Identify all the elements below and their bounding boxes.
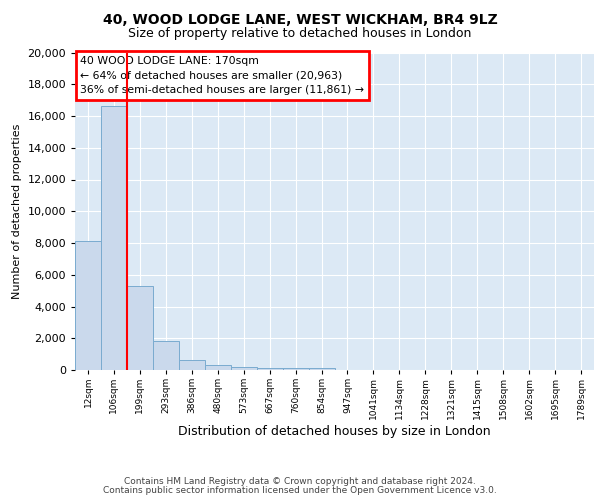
Bar: [101, 106, 127, 370]
Text: Contains HM Land Registry data © Crown copyright and database right 2024.: Contains HM Land Registry data © Crown c…: [124, 477, 476, 486]
X-axis label: Distribution of detached houses by size in London: Distribution of detached houses by size …: [178, 424, 491, 438]
Text: Contains public sector information licensed under the Open Government Licence v3: Contains public sector information licen…: [103, 486, 497, 495]
Bar: [231, 367, 257, 370]
Bar: [257, 368, 283, 370]
Bar: [75, 242, 101, 370]
Bar: [283, 368, 308, 370]
Bar: [179, 360, 205, 370]
Text: 40, WOOD LODGE LANE, WEST WICKHAM, BR4 9LZ: 40, WOOD LODGE LANE, WEST WICKHAM, BR4 9…: [103, 12, 497, 26]
Text: Size of property relative to detached houses in London: Size of property relative to detached ho…: [128, 28, 472, 40]
Bar: [153, 342, 179, 370]
Bar: [205, 365, 230, 370]
Bar: [308, 368, 335, 370]
Y-axis label: Number of detached properties: Number of detached properties: [12, 124, 22, 299]
Bar: [127, 286, 153, 370]
Text: 40 WOOD LODGE LANE: 170sqm
← 64% of detached houses are smaller (20,963)
36% of : 40 WOOD LODGE LANE: 170sqm ← 64% of deta…: [80, 56, 364, 96]
